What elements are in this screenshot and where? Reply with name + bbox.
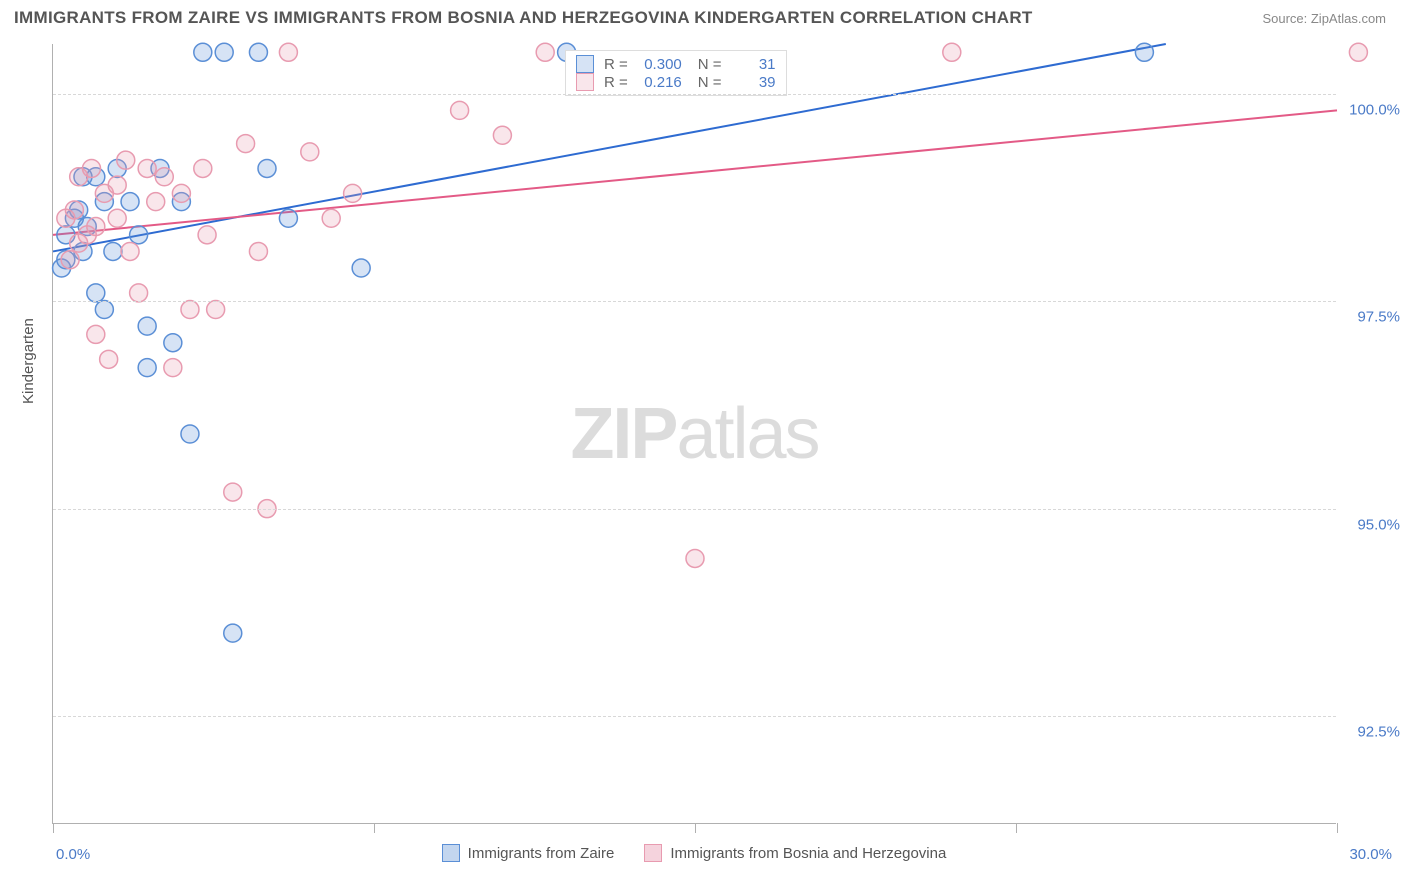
- stat-label-n: N =: [698, 56, 722, 73]
- legend-swatch: [576, 55, 594, 73]
- data-point: [121, 193, 139, 211]
- data-point: [138, 359, 156, 377]
- data-point: [249, 242, 267, 260]
- gridline-h: [53, 716, 1336, 717]
- data-point: [181, 425, 199, 443]
- data-point: [87, 284, 105, 302]
- data-point: [138, 317, 156, 335]
- data-point: [301, 143, 319, 161]
- data-point: [194, 159, 212, 177]
- stat-value-n: 31: [732, 56, 776, 73]
- data-point: [130, 226, 148, 244]
- x-axis-max-label: 30.0%: [1349, 846, 1392, 863]
- data-point: [65, 201, 83, 219]
- data-point: [536, 43, 554, 61]
- y-axis-title: Kindergarten: [20, 318, 37, 404]
- chart-title: IMMIGRANTS FROM ZAIRE VS IMMIGRANTS FROM…: [14, 8, 1033, 28]
- data-point: [121, 242, 139, 260]
- y-tick-label: 100.0%: [1349, 101, 1400, 118]
- gridline-h: [53, 94, 1336, 95]
- data-point: [87, 325, 105, 343]
- data-point: [130, 284, 148, 302]
- y-tick-label: 92.5%: [1357, 724, 1400, 741]
- stat-label-r: R =: [604, 56, 628, 73]
- data-point: [198, 226, 216, 244]
- data-point: [215, 43, 233, 61]
- data-point: [237, 135, 255, 153]
- data-point: [279, 43, 297, 61]
- data-point: [451, 101, 469, 119]
- gridline-h: [53, 509, 1336, 510]
- legend-item: Immigrants from Zaire: [442, 844, 615, 862]
- source-label: Source: ZipAtlas.com: [1262, 11, 1386, 26]
- stat-value-r: 0.216: [638, 74, 682, 91]
- trend-line: [53, 110, 1337, 234]
- legend-swatch: [644, 844, 662, 862]
- data-point: [155, 168, 173, 186]
- data-point: [164, 334, 182, 352]
- data-point: [344, 184, 362, 202]
- data-point: [258, 159, 276, 177]
- legend-label: Immigrants from Bosnia and Herzegovina: [670, 845, 946, 862]
- data-point: [224, 483, 242, 501]
- legend-stats-row: R = 0.216 N = 39: [576, 73, 776, 91]
- stat-label-r: R =: [604, 74, 628, 91]
- data-point: [224, 624, 242, 642]
- data-point: [249, 43, 267, 61]
- title-bar: IMMIGRANTS FROM ZAIRE VS IMMIGRANTS FROM…: [0, 0, 1406, 36]
- legend-item: Immigrants from Bosnia and Herzegovina: [644, 844, 946, 862]
- y-tick-label: 97.5%: [1357, 309, 1400, 326]
- stat-label-n: N =: [698, 74, 722, 91]
- data-point: [352, 259, 370, 277]
- legend-swatch: [442, 844, 460, 862]
- x-tick: [1016, 823, 1017, 833]
- data-point: [172, 184, 190, 202]
- x-tick: [374, 823, 375, 833]
- data-point: [279, 209, 297, 227]
- data-point: [108, 176, 126, 194]
- data-point: [686, 549, 704, 567]
- legend-label: Immigrants from Zaire: [468, 845, 615, 862]
- data-point: [108, 209, 126, 227]
- data-point: [493, 126, 511, 144]
- stat-value-r: 0.300: [638, 56, 682, 73]
- data-point: [117, 151, 135, 169]
- x-tick: [53, 823, 54, 833]
- data-point: [87, 218, 105, 236]
- data-point: [164, 359, 182, 377]
- data-point: [95, 301, 113, 319]
- data-point: [104, 242, 122, 260]
- chart-container: ZIPatlas R =0.300N =31R =0.216N =39 92.5…: [52, 44, 1336, 824]
- y-tick-label: 95.0%: [1357, 516, 1400, 533]
- data-point: [1135, 43, 1153, 61]
- data-point: [194, 43, 212, 61]
- data-point: [61, 251, 79, 269]
- legend-swatch: [576, 73, 594, 91]
- data-point: [83, 159, 101, 177]
- data-point: [147, 193, 165, 211]
- data-point: [322, 209, 340, 227]
- legend-stats-row: R = 0.300 N = 31: [576, 55, 776, 73]
- x-tick: [1337, 823, 1338, 833]
- scatter-plot-svg: [53, 44, 1337, 824]
- gridline-h: [53, 301, 1336, 302]
- x-tick: [695, 823, 696, 833]
- data-point: [207, 301, 225, 319]
- legend-bottom: Immigrants from Zaire Immigrants from Bos…: [52, 844, 1336, 862]
- data-point: [943, 43, 961, 61]
- data-point: [138, 159, 156, 177]
- stat-value-n: 39: [732, 74, 776, 91]
- data-point: [181, 301, 199, 319]
- data-point: [100, 350, 118, 368]
- data-point: [1349, 43, 1367, 61]
- legend-stats-box: R = 0.300 N = 31 R = 0.216 N = 39: [565, 50, 787, 96]
- plot-area: ZIPatlas R =0.300N =31R =0.216N =39 92.5…: [52, 44, 1336, 824]
